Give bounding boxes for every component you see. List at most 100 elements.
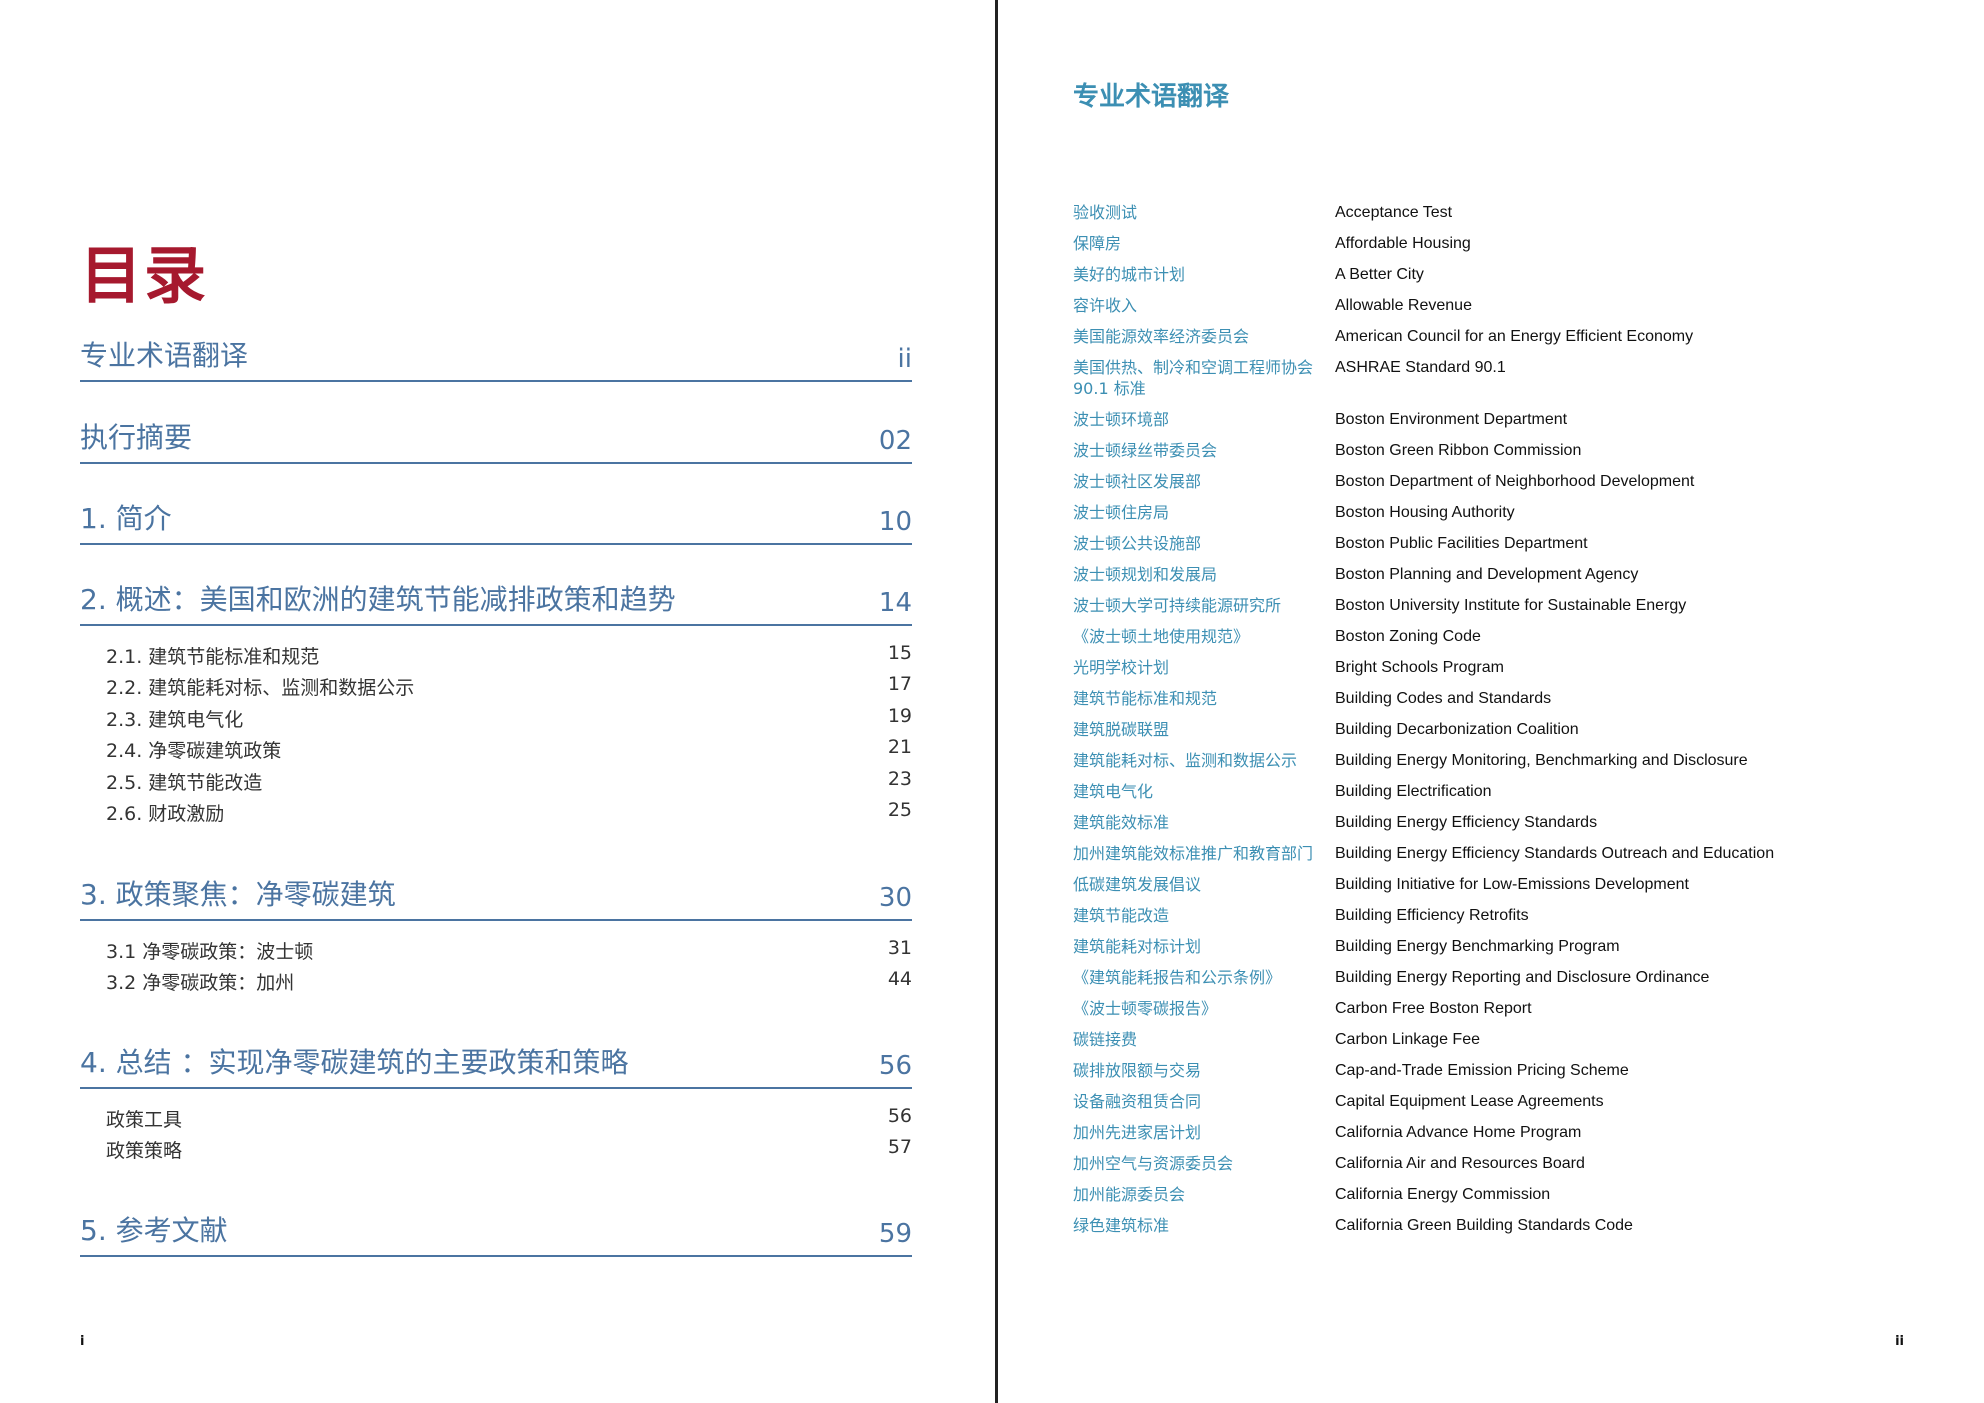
glossary-term-cn: 保障房 [1073, 234, 1122, 253]
glossary-row: 光明学校计划 Bright Schools Program [1073, 657, 1933, 688]
glossary-term-cn: 建筑节能改造 [1073, 906, 1170, 925]
glossary-term-cn: 建筑能效标准 [1073, 813, 1170, 832]
toc-subsection-label: 2.4. 净零碳建筑政策 [106, 740, 282, 763]
glossary-term-en: Boston Public Facilities Department [1335, 535, 1588, 552]
glossary-row: 波士顿规划和发展局 Boston Planning and Development… [1073, 564, 1933, 595]
toc-subsection-page: 57 [887, 1136, 912, 1159]
toc-section: 5. 参考文献 59 [80, 1211, 912, 1257]
glossary-term-cn: 美好的城市计划 [1073, 265, 1186, 284]
toc-subsection-label: 3.2 净零碳政策：加州 [106, 972, 295, 995]
glossary-term-en: California Advance Home Program [1335, 1124, 1582, 1141]
toc-heading[interactable]: 3. 政策聚焦：净零碳建筑 30 [80, 875, 912, 921]
toc-section: 专业术语翻译 ii [80, 336, 912, 382]
glossary-term-en: Boston Housing Authority [1335, 504, 1515, 521]
toc-heading-label: 专业术语翻译 [80, 339, 249, 372]
toc-heading[interactable]: 专业术语翻译 ii [80, 336, 912, 382]
glossary-row: 加州建筑能效标准推广和教育部门 Building Energy Efficienc… [1073, 843, 1933, 874]
glossary-list: 验收测试 Acceptance Test 保障房 Affordable Housing… [1073, 202, 1933, 1246]
toc-subsection-label: 政策策略 [106, 1140, 183, 1163]
toc-subsection-page: 19 [887, 704, 912, 727]
glossary-term-en: Boston Department of Neighborhood Develo… [1335, 473, 1695, 490]
toc-heading[interactable]: 2. 概述：美国和欧洲的建筑节能减排政策和趋势 14 [80, 580, 912, 626]
glossary-term-en: Boston Planning and Development Agency [1335, 566, 1639, 583]
glossary-term-cn: 低碳建筑发展倡议 [1073, 875, 1202, 894]
glossary-row: 美国能源效率经济委员会 American Council for an Energ… [1073, 326, 1933, 357]
glossary-term-en: Boston Green Ribbon Commission [1335, 442, 1582, 459]
toc-subsection-page: 17 [887, 673, 912, 696]
glossary-term-en: Building Energy Efficiency Standards Out… [1335, 845, 1775, 862]
glossary-term-cn: 绿色建筑标准 [1073, 1216, 1170, 1235]
glossary-term-cn: 容许收入 [1073, 296, 1138, 315]
toc-subsection[interactable]: 3.1 净零碳政策：波士顿 31 [106, 937, 912, 968]
toc-section: 执行摘要 02 [80, 418, 912, 464]
glossary-row: 建筑能耗对标计划 Building Energy Benchmarking Pro… [1073, 936, 1933, 967]
toc-subsection[interactable]: 2.4. 净零碳建筑政策 21 [106, 736, 912, 767]
toc-title: 目录 [80, 239, 209, 312]
toc-heading-label: 2. 概述：美国和欧洲的建筑节能减排政策和趋势 [80, 583, 676, 616]
glossary-row: 设备融资租赁合同 Capital Equipment Lease Agreemen… [1073, 1091, 1933, 1122]
toc-subsection[interactable]: 政策策略 57 [106, 1136, 912, 1167]
glossary-row: 建筑脱碳联盟 Building Decarbonization Coalition [1073, 719, 1933, 750]
glossary-term-en: Building Decarbonization Coalition [1335, 721, 1579, 738]
glossary-row: 验收测试 Acceptance Test [1073, 202, 1933, 233]
glossary-term-cn: 《波士顿零碳报告》 [1073, 999, 1218, 1018]
toc-heading-label: 4. 总结 ：实现净零碳建筑的主要政策和策略 [80, 1046, 629, 1079]
toc-heading[interactable]: 1. 简介 10 [80, 499, 912, 545]
glossary-row: 建筑节能改造 Building Efficiency Retrofits [1073, 905, 1933, 936]
toc-heading[interactable]: 5. 参考文献 59 [80, 1211, 912, 1257]
glossary-row: 保障房 Affordable Housing [1073, 233, 1933, 264]
toc-subsection[interactable]: 政策工具 56 [106, 1105, 912, 1136]
toc-heading-page: 02 [878, 426, 912, 456]
toc-subsection[interactable]: 2.3. 建筑电气化 19 [106, 705, 912, 736]
glossary-term-cn: 光明学校计划 [1073, 658, 1170, 677]
glossary-term-cn: 美国供热、制冷和空调工程师协会 90.1 标准 [1073, 358, 1314, 398]
toc-section: 2. 概述：美国和欧洲的建筑节能减排政策和趋势 14 2.1. 建筑节能标准和规范 1… [80, 580, 912, 830]
glossary-term-en: California Air and Resources Board [1335, 1155, 1585, 1172]
glossary-term-cn: 验收测试 [1073, 203, 1138, 222]
toc-heading-label: 3. 政策聚焦：净零碳建筑 [80, 878, 396, 911]
glossary-term-cn: 波士顿社区发展部 [1073, 472, 1202, 491]
glossary-term-cn: 波士顿环境部 [1073, 410, 1170, 429]
toc-heading[interactable]: 4. 总结 ：实现净零碳建筑的主要政策和策略 56 [80, 1043, 912, 1089]
glossary-term-cn: 设备融资租赁合同 [1073, 1092, 1202, 1111]
toc-subsection[interactable]: 2.6. 财政激励 25 [106, 799, 912, 830]
glossary-term-cn: 建筑脱碳联盟 [1073, 720, 1170, 739]
glossary-term-cn: 建筑节能标准和规范 [1073, 689, 1218, 708]
glossary-term-cn: 波士顿大学可持续能源研究所 [1073, 596, 1282, 615]
glossary-row: 《建筑能耗报告和公示条例》 Building Energy Reporting a… [1073, 967, 1933, 998]
toc-heading-page: 56 [878, 1051, 912, 1081]
toc-subsection-page: 31 [887, 937, 912, 959]
glossary-row: 波士顿大学可持续能源研究所 Boston University Institute… [1073, 595, 1933, 626]
glossary-term-cn: 波士顿公共设施部 [1073, 534, 1202, 553]
glossary-row: 建筑节能标准和规范 Building Codes and Standards [1073, 688, 1933, 719]
toc-subsection[interactable]: 3.2 净零碳政策：加州 44 [106, 968, 912, 999]
glossary-term-cn: 加州建筑能效标准推广和教育部门 [1073, 844, 1314, 863]
toc-subsection[interactable]: 2.1. 建筑节能标准和规范 15 [106, 642, 912, 673]
toc-subsection[interactable]: 2.2. 建筑能耗对标、监测和数据公示 17 [106, 673, 912, 704]
toc-heading-page: 14 [878, 588, 912, 618]
glossary-row: 美好的城市计划 A Better City [1073, 264, 1933, 295]
glossary-row: 波士顿公共设施部 Boston Public Facilities Departm… [1073, 533, 1933, 564]
toc-heading-page: 30 [878, 883, 912, 913]
glossary-row: 建筑电气化 Building Electrification [1073, 781, 1933, 812]
toc-heading[interactable]: 执行摘要 02 [80, 418, 912, 464]
glossary-term-cn: 碳链接费 [1073, 1030, 1138, 1049]
glossary-term-en: Capital Equipment Lease Agreements [1335, 1093, 1604, 1110]
toc-subsection[interactable]: 2.5. 建筑节能改造 23 [106, 768, 912, 799]
glossary-term-cn: 加州空气与资源委员会 [1073, 1154, 1234, 1173]
glossary-term-cn: 加州先进家居计划 [1073, 1123, 1202, 1142]
glossary-row: 碳链接费 Carbon Linkage Fee [1073, 1029, 1933, 1060]
toc-subsection-label: 3.1 净零碳政策：波士顿 [106, 941, 314, 963]
toc-subsection-label: 2.6. 财政激励 [106, 802, 225, 825]
toc-section: 1. 简介 10 [80, 499, 912, 545]
toc-heading-page: ii [897, 344, 912, 374]
glossary-term-en: Affordable Housing [1335, 235, 1471, 252]
glossary-term-en: Boston Environment Department [1335, 411, 1568, 428]
glossary-term-en: Building Electrification [1335, 783, 1492, 800]
toc-heading-label: 1. 简介 [80, 502, 172, 535]
toc-section: 3. 政策聚焦：净零碳建筑 30 3.1 净零碳政策：波士顿 31 3.2 净零碳政策：… [80, 875, 912, 1000]
glossary-row: 《波士顿土地使用规范》 Boston Zoning Code [1073, 626, 1933, 657]
glossary-term-en: American Council for an Energy Efficient… [1335, 328, 1694, 345]
toc-section: 4. 总结 ：实现净零碳建筑的主要政策和策略 56 政策工具 56 政策策略 57 [80, 1043, 912, 1168]
page-number-right: ii [1895, 1334, 1904, 1349]
